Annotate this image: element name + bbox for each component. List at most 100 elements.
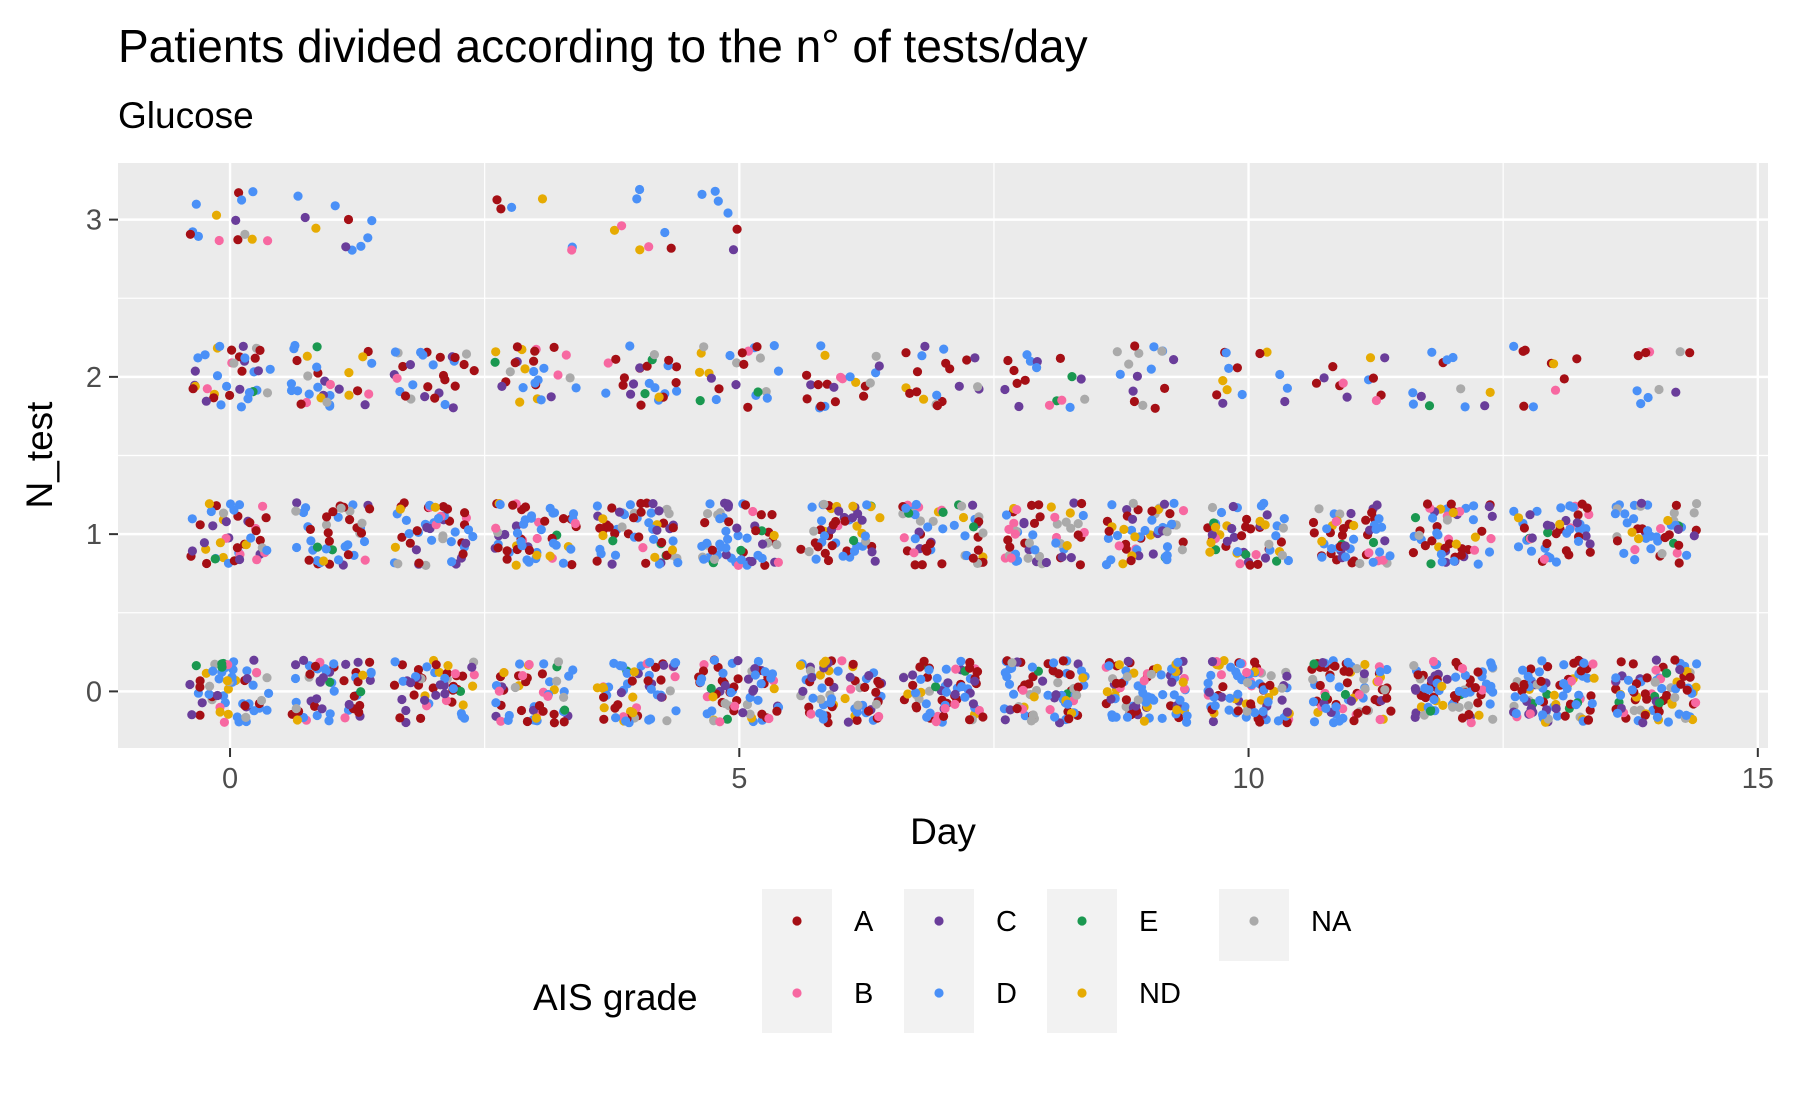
data-point bbox=[968, 553, 978, 563]
data-point bbox=[405, 360, 415, 370]
data-point bbox=[325, 677, 335, 687]
data-point bbox=[448, 403, 458, 413]
data-point bbox=[806, 380, 816, 390]
data-point bbox=[215, 707, 225, 717]
data-point bbox=[411, 672, 421, 682]
data-point bbox=[733, 674, 743, 684]
data-point bbox=[343, 214, 354, 225]
data-point bbox=[911, 499, 921, 510]
data-point bbox=[1148, 549, 1158, 559]
data-point bbox=[1128, 386, 1138, 396]
data-point bbox=[512, 342, 523, 352]
data-point bbox=[431, 660, 441, 670]
data-point bbox=[262, 673, 272, 683]
data-point bbox=[737, 348, 747, 358]
data-point bbox=[256, 695, 267, 706]
data-point bbox=[353, 677, 363, 687]
data-point bbox=[398, 676, 408, 686]
data-point bbox=[507, 202, 517, 212]
data-point bbox=[301, 503, 311, 513]
data-point bbox=[636, 498, 646, 509]
data-point bbox=[1050, 512, 1060, 522]
data-point bbox=[817, 516, 827, 526]
data-point bbox=[673, 558, 683, 568]
data-point bbox=[1122, 712, 1133, 722]
data-point bbox=[435, 352, 445, 362]
data-point bbox=[867, 547, 877, 557]
data-point bbox=[1456, 384, 1466, 394]
data-point bbox=[302, 351, 312, 361]
data-point bbox=[262, 705, 272, 715]
data-point bbox=[1050, 712, 1060, 722]
data-point bbox=[753, 695, 763, 705]
data-point bbox=[1001, 510, 1012, 520]
data-point bbox=[1473, 559, 1483, 569]
data-point bbox=[367, 216, 377, 226]
data-point bbox=[1642, 673, 1652, 683]
data-point bbox=[748, 686, 758, 696]
data-point bbox=[461, 538, 471, 548]
data-point bbox=[397, 532, 407, 542]
data-point bbox=[217, 659, 227, 669]
data-point bbox=[645, 657, 655, 667]
data-point bbox=[1271, 531, 1281, 541]
data-point bbox=[818, 710, 828, 720]
data-point bbox=[848, 501, 858, 511]
data-point bbox=[752, 342, 762, 352]
data-point bbox=[798, 686, 808, 697]
data-point bbox=[733, 531, 743, 541]
data-point bbox=[540, 516, 550, 526]
data-point bbox=[1066, 553, 1076, 563]
data-point bbox=[1314, 504, 1324, 514]
data-point bbox=[1242, 667, 1252, 678]
data-point bbox=[1337, 530, 1347, 541]
data-point bbox=[187, 710, 197, 720]
data-point bbox=[510, 682, 520, 693]
data-point bbox=[1006, 553, 1016, 563]
data-point bbox=[962, 355, 972, 365]
data-point bbox=[874, 361, 884, 371]
data-point bbox=[214, 674, 224, 684]
data-point bbox=[1000, 715, 1010, 725]
data-point bbox=[430, 502, 440, 512]
data-point bbox=[290, 673, 301, 684]
data-point bbox=[1663, 717, 1673, 727]
data-point bbox=[244, 388, 255, 398]
data-point bbox=[1245, 560, 1255, 570]
x-axis: 0 5 10 15 bbox=[222, 748, 1774, 795]
data-point bbox=[215, 538, 225, 548]
data-point bbox=[292, 355, 302, 366]
data-point bbox=[1224, 705, 1234, 715]
data-point bbox=[1308, 674, 1318, 685]
data-point bbox=[356, 687, 366, 697]
data-point bbox=[1371, 524, 1381, 534]
data-point bbox=[223, 709, 233, 719]
legend: A B C D E ND NA bbox=[762, 889, 1352, 1033]
data-point bbox=[1372, 500, 1382, 510]
data-point bbox=[1147, 506, 1157, 516]
data-point bbox=[899, 533, 909, 543]
data-point bbox=[1448, 507, 1458, 518]
data-point bbox=[1322, 524, 1332, 534]
data-point bbox=[807, 672, 817, 683]
data-point bbox=[255, 345, 265, 355]
data-point bbox=[625, 500, 636, 510]
data-point bbox=[1519, 401, 1529, 411]
data-point bbox=[1221, 348, 1231, 358]
data-point bbox=[627, 676, 637, 686]
data-point bbox=[1139, 676, 1149, 686]
data-point bbox=[819, 499, 829, 509]
data-point bbox=[847, 513, 858, 523]
data-point bbox=[670, 658, 680, 668]
data-point bbox=[1474, 710, 1484, 720]
data-point bbox=[648, 499, 658, 509]
data-point bbox=[289, 344, 299, 354]
data-point bbox=[1620, 509, 1630, 519]
data-point bbox=[1480, 401, 1490, 411]
data-point bbox=[621, 716, 631, 726]
data-point bbox=[363, 233, 373, 243]
data-point bbox=[1587, 698, 1597, 709]
data-point bbox=[1582, 503, 1592, 513]
data-point bbox=[1219, 656, 1229, 666]
data-point bbox=[1674, 540, 1684, 550]
